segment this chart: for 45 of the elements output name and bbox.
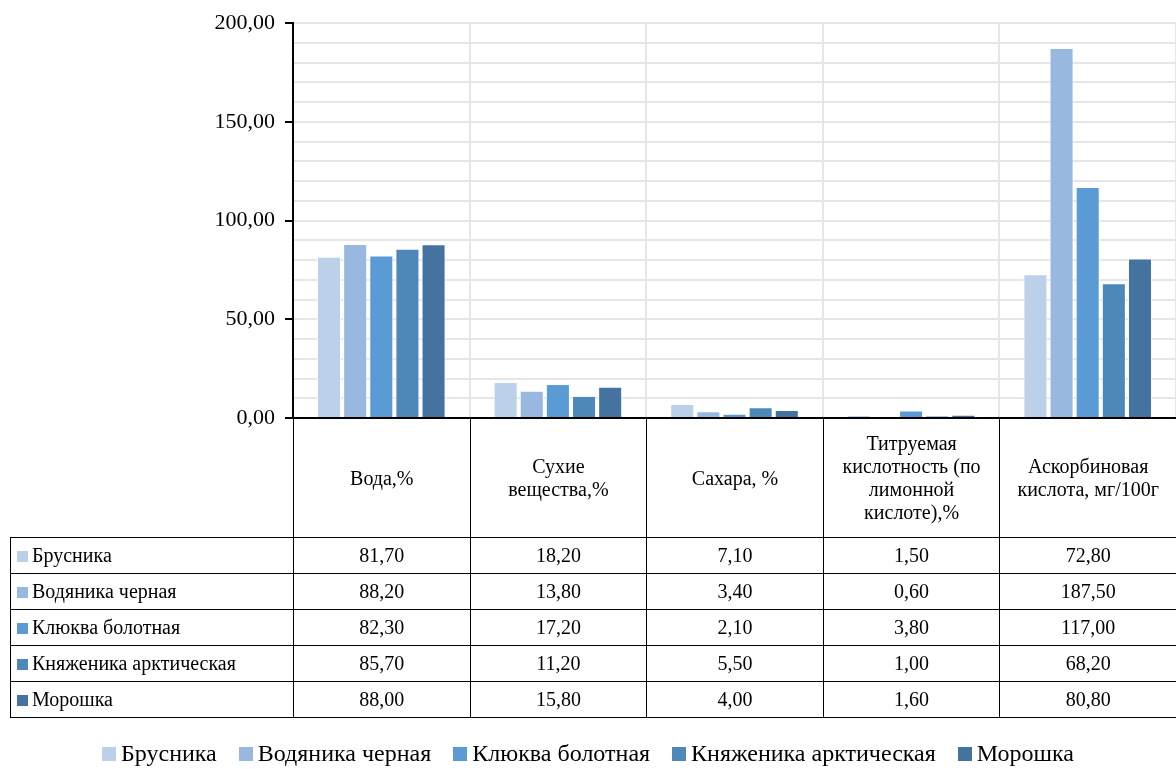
legend-label: Морошка [975, 740, 1074, 766]
x-tick-label: Сахара, % [646, 418, 824, 538]
y-tick-label: 150,00 [214, 107, 275, 133]
data-label: 88,20 [293, 573, 471, 610]
y-tick-label: 200,00 [214, 8, 275, 34]
data-label: 17,20 [470, 609, 647, 646]
legend-label: Брусника [10, 537, 294, 574]
data-label: 85,70 [293, 645, 471, 682]
data-label: 1,00 [823, 645, 1000, 682]
data-label: 4,00 [646, 681, 824, 718]
text: Морошка [32, 688, 113, 710]
data-label: 187,50 [999, 573, 1176, 610]
legend-label: Клюква болотная [10, 609, 294, 646]
text: Княженика арктическая [691, 740, 936, 766]
x-tick-label: Вода,% [293, 418, 471, 538]
data-label: 1,60 [823, 681, 1000, 718]
legend-label: Водяника черная [10, 573, 294, 610]
legend-label: Княженика арктическая [10, 645, 294, 682]
data-label: 82,30 [293, 609, 471, 646]
data-label: 68,20 [999, 645, 1176, 682]
data-label: 81,70 [293, 537, 471, 574]
y-tick-label: 100,00 [214, 206, 275, 232]
text: Брусника [121, 740, 217, 766]
data-label: 80,80 [999, 681, 1176, 718]
text: Клюква болотная [472, 740, 651, 766]
x-tick-label: Титруемая кислотность (по лимонной кислоте),% [823, 418, 1000, 538]
data-label: 3,80 [823, 609, 1000, 646]
y-tick-label: 0,00 [236, 403, 275, 429]
data-label: 88,00 [293, 681, 471, 718]
x-tick-label: Сухие вещества,% [470, 418, 647, 538]
data-label: 18,20 [470, 537, 647, 574]
data-label: 1,50 [823, 537, 1000, 574]
data-label: 0,60 [823, 573, 1000, 610]
x-tick-label: Аскорбиновая кислота, мг/100г [999, 418, 1176, 538]
data-label: 2,10 [646, 609, 824, 646]
data-label: 13,80 [470, 573, 647, 610]
data-label: 117,00 [999, 609, 1176, 646]
data-label: 72,80 [999, 537, 1176, 574]
data-label: 7,10 [646, 537, 824, 574]
y-tick-label: 50,00 [225, 305, 275, 331]
text: Водяника черная [257, 740, 432, 766]
data-label: 11,20 [470, 645, 647, 682]
data-label: 15,80 [470, 681, 647, 718]
data-label: 3,40 [646, 573, 824, 610]
data-label: 5,50 [646, 645, 824, 682]
